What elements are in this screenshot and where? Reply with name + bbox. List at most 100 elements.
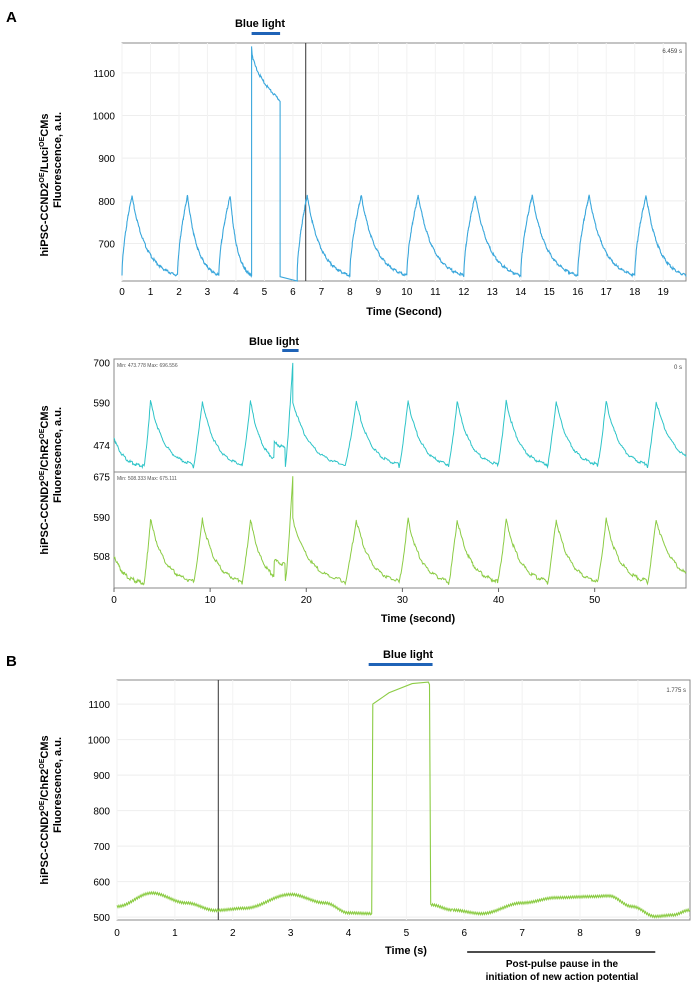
chart-a-x-tick-label: 6 <box>290 287 296 298</box>
chart-b-x-ticks: 0 1 2 3 4 5 6 7 8 9 <box>114 928 641 939</box>
chart-a2: Blue light 474 590 700 508 590 675 0 10 20 30 40… <box>39 336 687 625</box>
chart-a2-y-tick-label: 508 <box>93 552 110 563</box>
chart-b-trace <box>116 681 691 919</box>
chart-a-frame <box>121 42 687 282</box>
chart-a-x-tick-label: 11 <box>430 287 441 298</box>
chart-a2-frame-bottom <box>113 471 687 589</box>
chart-a2-y-tick-label: 590 <box>93 399 110 410</box>
chart-a-y-tick-label: 1100 <box>93 69 115 80</box>
chart-a2-row-label-sup2: OE <box>39 428 46 438</box>
chart-a2-x-tick-label: 10 <box>205 595 217 606</box>
chart-a-x-tick-label: 14 <box>515 287 527 298</box>
chart-a2-bottom-minmax: Min: 508.333 Max: 675.111 <box>117 476 177 482</box>
chart-b-frame <box>116 679 691 921</box>
chart-b-row-label-mid: /ChR2 <box>39 769 51 801</box>
chart-b-row-label-sup2: OE <box>39 758 46 768</box>
chart-a-x-tick-label: 8 <box>347 287 353 298</box>
chart-a-x-tick-label: 10 <box>401 287 413 298</box>
chart-b-row-label-main: hiPSC-CCND2 <box>39 811 51 885</box>
chart-a2-top-y-ticks: 474 590 700 <box>93 359 110 452</box>
chart-a-y-tick-label: 700 <box>98 239 115 250</box>
chart-b-xlabel: Time (s) <box>385 945 427 957</box>
chart-a2-ylabel: Fluorescence, a.u. <box>52 407 64 503</box>
chart-a-y-tick-label: 800 <box>98 197 115 208</box>
chart-a2-row-label-sup1: OE <box>39 470 46 480</box>
chart-a-x-tick-label: 7 <box>319 287 325 298</box>
chart-a2-top-minmax: Min: 473.778 Max: 696.556 <box>117 363 178 369</box>
chart-b-x-tick-label: 7 <box>519 928 525 939</box>
chart-a2-x-tick-label: 0 <box>111 595 117 606</box>
chart-a-x-tick-label: 12 <box>458 287 470 298</box>
chart-a-x-tick-label: 9 <box>376 287 382 298</box>
chart-a-row-label-end: CMs <box>39 113 51 136</box>
chart-b-y-tick-label: 600 <box>93 878 110 889</box>
chart-a2-time-readout: 0 s <box>674 365 682 371</box>
chart-a-x-tick-label: 16 <box>572 287 584 298</box>
chart-a2-bottom-y-ticks: 508 590 675 <box>93 473 110 563</box>
chart-a-row-label-main: hiPSC-CCND2 <box>39 183 51 257</box>
chart-a-x-tick-label: 17 <box>601 287 613 298</box>
chart-b-x-tick-label: 3 <box>288 928 294 939</box>
chart-a-x-tick-label: 18 <box>629 287 641 298</box>
chart-a2-y-tick-label: 700 <box>93 359 110 370</box>
chart-b-gridlines <box>116 680 690 920</box>
chart-b-light-bar <box>368 663 433 666</box>
panel-label-a: A <box>6 9 17 26</box>
chart-b-annotation-line1: Post-pulse pause in the <box>506 959 619 970</box>
chart-a2-x-tick-label: 40 <box>493 595 505 606</box>
chart-a-x-tick-label: 3 <box>205 287 211 298</box>
chart-a-x-tick-label: 2 <box>176 287 182 298</box>
chart-a2-light-label: Blue light <box>249 336 299 348</box>
chart-b-x-tick-label: 4 <box>346 928 352 939</box>
chart-a2-row-label-end: CMs <box>39 405 51 428</box>
chart-a-light-bar <box>251 32 281 35</box>
chart-a-x-tick-label: 4 <box>233 287 239 298</box>
chart-a2-y-tick-label: 474 <box>93 441 110 452</box>
chart-a-x-tick-label: 0 <box>119 287 125 298</box>
chart-b-x-tick-label: 8 <box>577 928 583 939</box>
chart-a2-light-bar <box>282 349 299 352</box>
chart-b-time-readout: 1.775 s <box>666 688 686 694</box>
panel-label-b: B <box>6 653 17 670</box>
chart-b-row-label-end: CMs <box>39 735 51 758</box>
chart-a-x-tick-label: 15 <box>544 287 556 298</box>
chart-b-y-ticks: 500 600 700 800 900 1000 1100 <box>88 700 111 924</box>
chart-b-row-label: hiPSC-CCND2OE/ChR2OECMs <box>39 735 51 884</box>
chart-b-x-tick-label: 1 <box>172 928 178 939</box>
chart-a-trace <box>121 46 687 282</box>
chart-a-y-ticks: 700 800 900 1000 1100 <box>93 69 116 251</box>
chart-a-row-label-mid: /Luci <box>39 147 51 173</box>
chart-a-xlabel: Time (Second) <box>366 306 442 318</box>
chart-b-light-label: Blue light <box>383 649 433 661</box>
chart-a-row-label-sup2: OE <box>39 136 46 146</box>
chart-a2-x-ticks: 0 10 20 30 40 50 <box>111 588 601 606</box>
chart-a-y-tick-label: 1000 <box>93 112 116 123</box>
chart-a2-y-tick-label: 675 <box>93 473 110 484</box>
chart-b-x-tick-label: 5 <box>404 928 410 939</box>
chart-a-x-tick-label: 13 <box>487 287 499 298</box>
chart-a2-row-label-mid: /ChR2 <box>39 439 51 471</box>
chart-b-ylabel: Fluorescence, a.u. <box>52 737 64 833</box>
chart-a-row-label: hiPSC-CCND2OE/LuciOECMs <box>39 113 51 256</box>
chart-a-x-ticks: 0 1 2 3 4 5 6 7 8 9 10 11 12 13 14 15 16 17 18 19 <box>119 287 669 298</box>
chart-a2-x-tick-label: 30 <box>397 595 409 606</box>
chart-a-time-readout: 6.459 s <box>662 49 682 55</box>
chart-a2-green-trace <box>113 476 687 586</box>
chart-a2-x-tick-label: 50 <box>589 595 601 606</box>
chart-a-gridlines <box>121 43 686 281</box>
chart-a-x-tick-label: 1 <box>148 287 154 298</box>
chart-b-y-tick-label: 700 <box>93 842 110 853</box>
chart-b-y-tick-label: 1000 <box>88 736 111 747</box>
chart-a2-x-tick-label: 20 <box>301 595 313 606</box>
chart-a2-cyan-trace <box>113 362 687 470</box>
chart-a-x-tick-label: 5 <box>262 287 268 298</box>
chart-b-x-tick-label: 9 <box>635 928 641 939</box>
chart-a-light-label: Blue light <box>235 18 285 30</box>
chart-a-x-tick-label: 19 <box>658 287 670 298</box>
chart-b-x-tick-label: 6 <box>461 928 467 939</box>
chart-a2-row-label-main: hiPSC-CCND2 <box>39 481 51 555</box>
chart-b-x-tick-label: 0 <box>114 928 120 939</box>
